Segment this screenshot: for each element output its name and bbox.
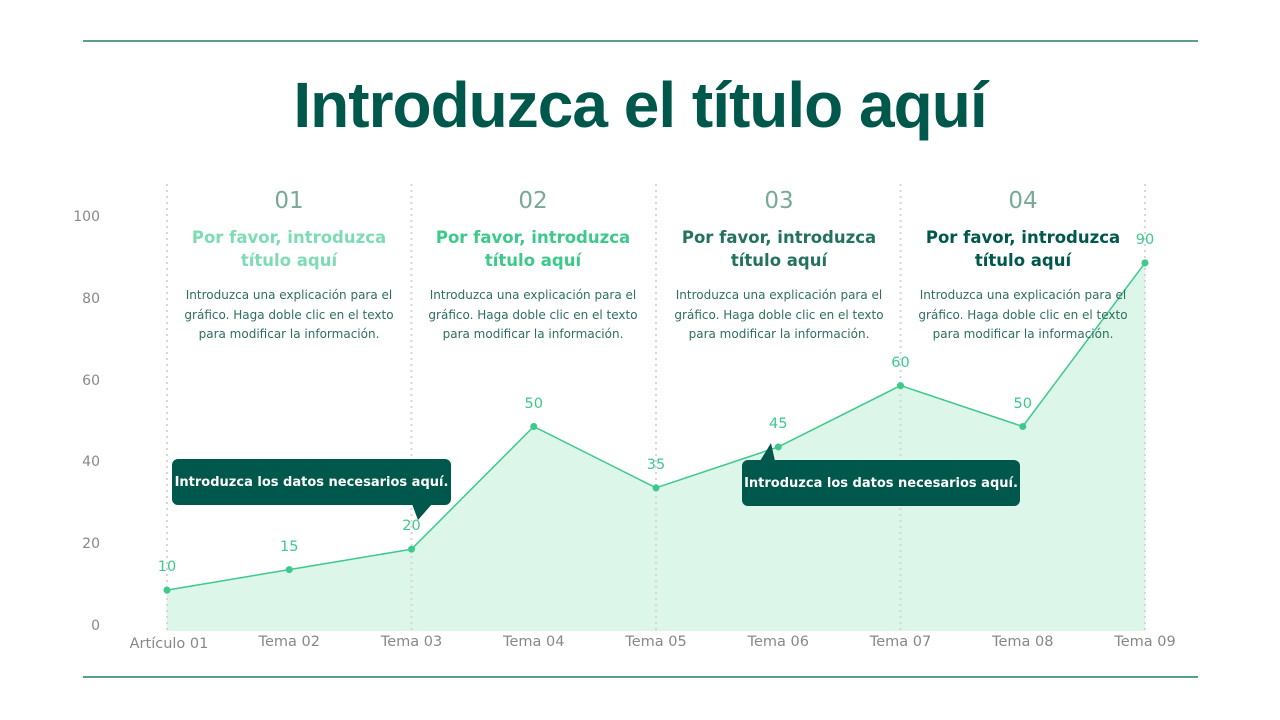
x-tick-label: Tema 07: [869, 634, 932, 650]
x-tick-label: Tema 09: [1114, 634, 1176, 650]
section-number: 02: [518, 188, 548, 214]
x-tick-label: Tema 03: [380, 634, 443, 650]
section-number: 03: [764, 188, 794, 214]
data-label: 35: [646, 456, 666, 473]
data-point: [163, 586, 171, 594]
section-description: Introduzca una explicación para el gráfi…: [674, 288, 884, 341]
section-number: 04: [1008, 188, 1038, 214]
section-description: Introduzca una explicación para el gráfi…: [918, 288, 1128, 341]
y-tick-label: 0: [91, 618, 100, 634]
data-label: 50: [524, 395, 543, 412]
callout-2: Introduzca los datos necesarios aquí.: [742, 460, 1020, 506]
y-tick-label: 100: [73, 209, 100, 225]
data-point: [1141, 259, 1149, 267]
data-label: 10: [157, 559, 177, 576]
data-point: [1019, 423, 1027, 430]
section-04: 04 Por favor, introduzca título aquí Int…: [903, 188, 1143, 345]
data-point: [408, 545, 415, 553]
y-tick-label: 40: [82, 454, 100, 471]
data-label: 60: [891, 354, 910, 371]
section-03: 03 Por favor, introduzca título aquí Int…: [659, 188, 899, 345]
section-heading: Por favor, introduzca título aquí: [681, 228, 877, 270]
data-point: [285, 566, 293, 574]
x-tick-label: Tema 05: [625, 634, 687, 650]
data-label: 15: [280, 538, 299, 555]
data-point: [652, 484, 660, 492]
data-label: 45: [769, 415, 788, 432]
data-point: [530, 423, 538, 430]
page-title: Introduzca el título aquí: [293, 69, 987, 141]
y-tick-label: 80: [82, 290, 100, 307]
x-tick-label: Tema 06: [747, 634, 809, 650]
data-point: [897, 382, 904, 390]
section-heading: Por favor, introduzca título aquí: [191, 228, 387, 270]
y-tick-label: 60: [82, 372, 100, 389]
section-description: Introduzca una explicación para el gráfi…: [184, 288, 394, 341]
data-label: 90: [1135, 231, 1155, 248]
top-rule: [83, 40, 1198, 42]
section-01: 01 Por favor, introduzca título aquí Int…: [169, 188, 409, 345]
x-tick-label: Artículo 01: [129, 636, 209, 652]
x-tick-label: Tema 04: [503, 634, 565, 650]
x-tick-label: Tema 08: [992, 634, 1054, 650]
data-label: 20: [402, 518, 421, 535]
bottom-rule: [83, 676, 1198, 678]
section-heading: Por favor, introduzca título aquí: [925, 228, 1121, 270]
y-tick-label: 20: [82, 536, 100, 553]
section-heading: Por favor, introduzca título aquí: [435, 228, 631, 270]
section-description: Introduzca una explicación para el gráfi…: [428, 288, 638, 341]
data-label: 50: [1013, 395, 1032, 412]
data-point: [774, 443, 782, 451]
callout-1: Introduzca los datos necesarios aquí.: [172, 459, 451, 505]
section-number: 01: [274, 188, 304, 214]
section-02: 02 Por favor, introduzca título aquí Int…: [413, 188, 653, 345]
x-tick-label: Tema 02: [258, 634, 320, 650]
